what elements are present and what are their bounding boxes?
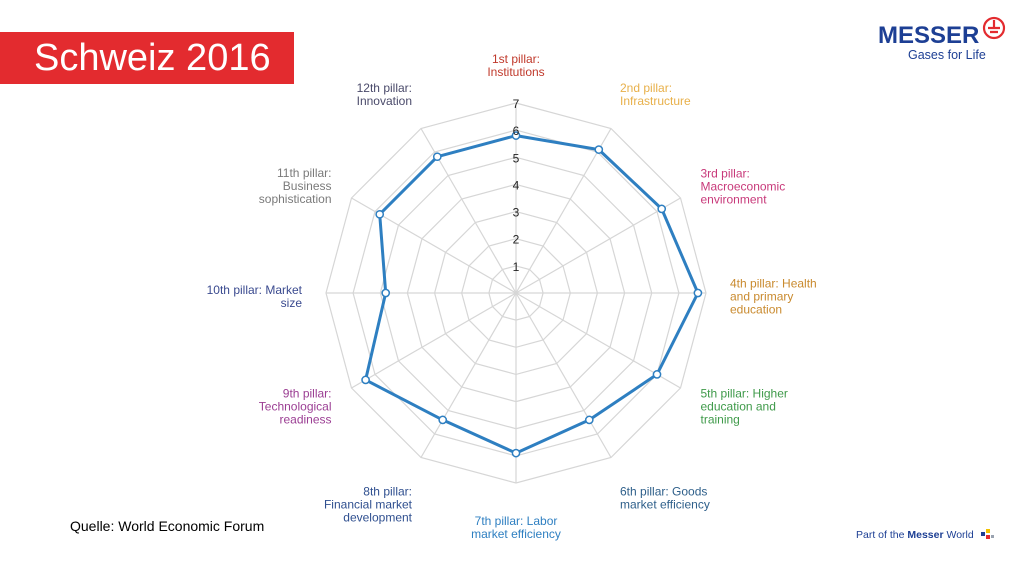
- category-label-line: 9th pillar:: [283, 386, 332, 400]
- messer-emblem-icon: [982, 16, 1006, 40]
- category-label-line: training: [701, 412, 740, 426]
- category-label-line: development: [343, 510, 412, 524]
- category-label: 7th pillar: Labor market efficiency: [471, 514, 561, 541]
- tick-label: 6: [513, 124, 520, 138]
- data-point: [432, 152, 442, 162]
- data-point: [438, 415, 448, 425]
- category-label-line: size: [281, 296, 303, 310]
- category-label-line: 5th pillar: Higher: [701, 386, 788, 400]
- data-point: [361, 375, 370, 385]
- category-label: 3rd pillar: Macroeconomic environment: [701, 166, 786, 206]
- category-label-line: Macroeconomic: [701, 179, 786, 193]
- footer-brand: Messer: [907, 529, 944, 541]
- data-point: [594, 145, 604, 154]
- category-label: 9th pillar: Technological readiness: [259, 386, 332, 426]
- category-label-line: Institutions: [487, 65, 544, 79]
- radar-category-labels: 1st pillar: Institutions 2nd pillar: Infras…: [207, 52, 817, 541]
- data-point: [584, 415, 594, 425]
- category-label-line: 4th pillar: Health: [730, 276, 817, 290]
- category-label-line: 2nd pillar:: [620, 81, 672, 95]
- tick-label: 5: [513, 151, 520, 165]
- category-label-line: Financial market: [324, 497, 413, 511]
- category-label: 4th pillar: Health and primary education: [730, 276, 817, 316]
- category-label: 11th pillar: Business sophistication: [259, 166, 332, 206]
- category-label: 8th pillar: Financial market development: [324, 484, 413, 524]
- tick-label: 1: [513, 260, 520, 274]
- data-point: [511, 131, 521, 140]
- category-label-line: market efficiency: [620, 497, 710, 511]
- category-label-line: Business: [283, 179, 332, 193]
- data-point: [693, 288, 703, 298]
- category-label: 2nd pillar: Infrastructure: [620, 81, 691, 108]
- data-point: [657, 204, 667, 214]
- category-label-line: market efficiency: [471, 527, 561, 541]
- category-label-line: 10th pillar: Market: [207, 283, 303, 297]
- data-point: [375, 209, 385, 219]
- data-point: [381, 288, 391, 298]
- grid-spoke: [515, 128, 612, 294]
- footer-suffix: World: [943, 529, 974, 541]
- source-note: Quelle: World Economic Forum: [70, 518, 265, 534]
- category-label-line: environment: [701, 192, 768, 206]
- data-point: [511, 448, 521, 458]
- grid-spoke: [515, 292, 612, 458]
- category-label-line: Infrastructure: [620, 94, 691, 108]
- footer-text: Part of the Messer World: [856, 529, 974, 541]
- category-label-line: 12th pillar:: [357, 81, 412, 95]
- tick-label: 7: [513, 97, 520, 111]
- tick-label: 2: [513, 233, 520, 247]
- category-label-line: education: [730, 302, 782, 316]
- grid-spoke: [515, 197, 681, 294]
- messer-world-squares-icon: [981, 529, 994, 539]
- category-label-line: and primary: [730, 289, 793, 303]
- category-label-line: education and: [701, 399, 776, 413]
- grid-spoke: [515, 292, 681, 389]
- logo-word: MESSER: [878, 22, 980, 49]
- tick-label: 4: [513, 178, 520, 192]
- messer-logo: MESSER Gases for Life: [878, 14, 1008, 66]
- category-label-line: readiness: [279, 412, 331, 426]
- logo-tagline: Gases for Life: [908, 48, 986, 62]
- series-line: [364, 134, 700, 455]
- category-label-line: Innovation: [357, 94, 412, 108]
- grid-spoke: [420, 292, 517, 458]
- title-bar: Schweiz 2016: [0, 32, 294, 84]
- category-label-line: 3rd pillar:: [701, 166, 750, 180]
- category-label-line: 6th pillar: Goods: [620, 484, 707, 498]
- category-label: 12th pillar: Innovation: [357, 81, 412, 108]
- category-label: 6th pillar: Goods market efficiency: [620, 484, 710, 511]
- category-label: 5th pillar: Higher education and training: [701, 386, 788, 426]
- category-label: 1st pillar: Institutions: [487, 52, 544, 79]
- data-point: [652, 370, 662, 379]
- tick-label: 3: [513, 206, 520, 220]
- category-label-line: 1st pillar:: [492, 52, 540, 66]
- category-label-line: 11th pillar:: [277, 166, 331, 180]
- category-label: 10th pillar: Market size: [207, 283, 303, 310]
- radar-ticks: 1 2 3 4 5 6 7: [513, 97, 520, 274]
- category-label-line: Technological: [259, 399, 332, 413]
- footer-prefix: Part of the: [856, 529, 908, 541]
- category-label-line: 8th pillar:: [363, 484, 412, 498]
- category-label-line: 7th pillar: Labor: [475, 514, 558, 528]
- radar-series: [361, 131, 703, 458]
- slide-title: Schweiz 2016: [34, 37, 271, 79]
- grid-spoke: [351, 292, 517, 389]
- category-label-line: sophistication: [259, 192, 332, 206]
